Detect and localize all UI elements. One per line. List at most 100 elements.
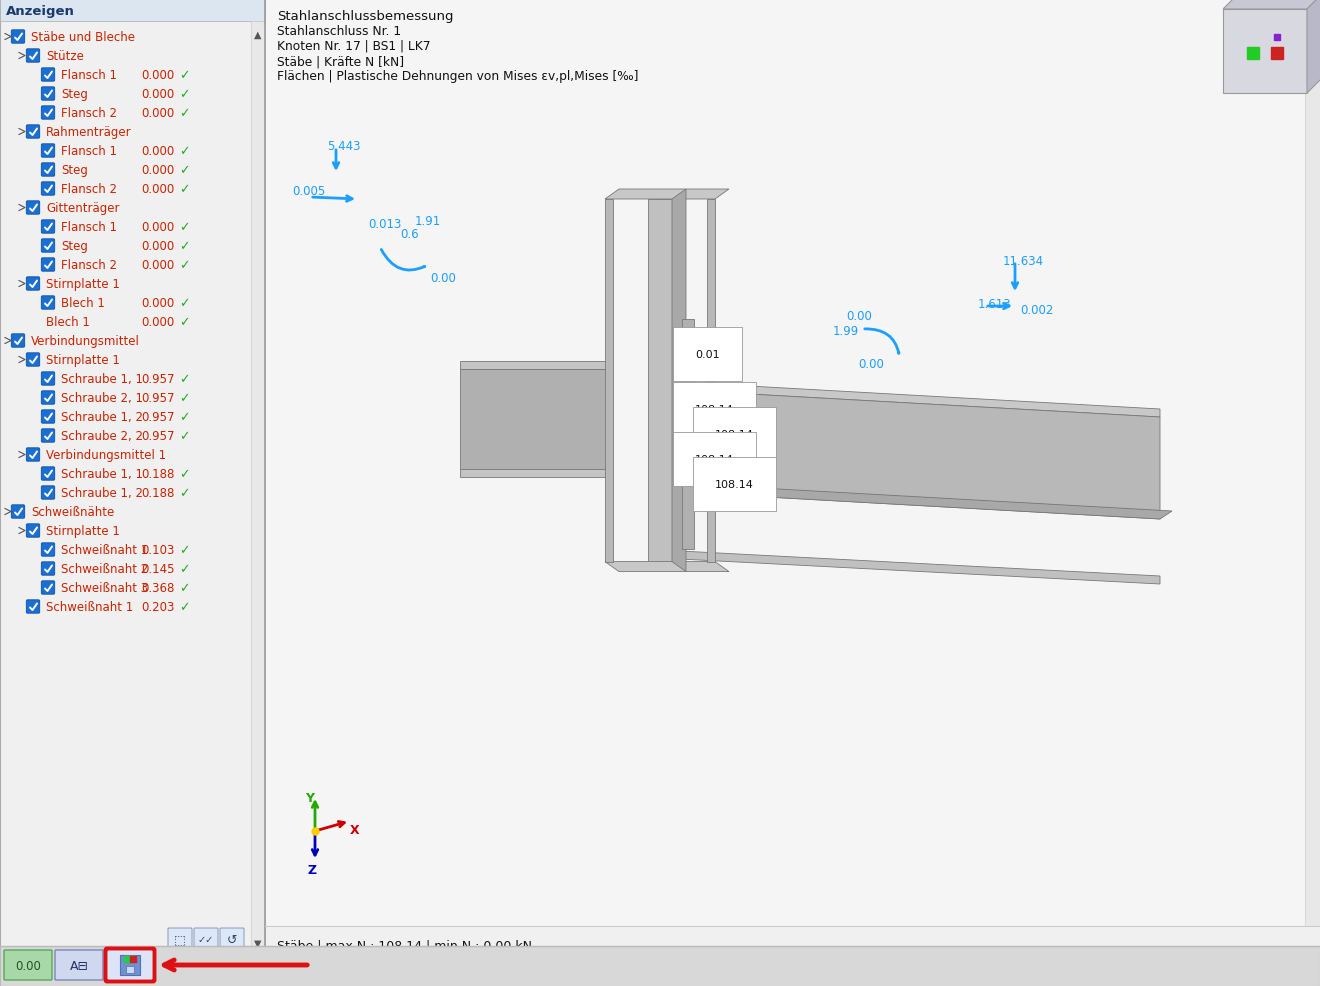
Polygon shape [459,370,607,469]
Text: Flansch 2: Flansch 2 [61,182,117,196]
Text: Stahlanschlussbemessung: Stahlanschlussbemessung [277,10,454,23]
FancyBboxPatch shape [220,928,244,951]
Text: Flä: Flä [1305,10,1320,20]
Polygon shape [605,200,612,562]
Text: Schraube 2, 1: Schraube 2, 1 [61,391,143,404]
Text: 108.14: 108.14 [696,404,734,414]
FancyBboxPatch shape [26,353,40,367]
Bar [124,955,136,962]
FancyBboxPatch shape [851,956,876,980]
FancyBboxPatch shape [168,928,191,951]
Text: Knoten Nr. 17 | BS1 | LK7: Knoten Nr. 17 | BS1 | LK7 [277,40,430,53]
Polygon shape [713,486,1160,520]
Text: 0.000: 0.000 [141,164,176,176]
Text: 0.957: 0.957 [141,373,176,386]
Text: Schraube 1, 1: Schraube 1, 1 [61,467,143,480]
FancyBboxPatch shape [55,951,103,980]
Text: 0.103: 0.103 [141,543,176,556]
Text: 1.91: 1.91 [414,215,441,228]
Text: 5.443: 5.443 [327,140,360,153]
Text: Schweißnaht 2: Schweißnaht 2 [61,562,148,576]
Text: ▼: ▼ [255,938,261,948]
Text: 1.99: 1.99 [833,324,859,337]
FancyArrowPatch shape [865,329,899,354]
Bar [251,22,265,951]
Text: Verbindungsmittel: Verbindungsmittel [30,334,140,348]
Polygon shape [459,469,607,477]
Text: 0.957: 0.957 [141,391,176,404]
Text: Schraube 1, 2: Schraube 1, 2 [61,486,143,500]
FancyBboxPatch shape [41,164,54,177]
Text: 0.000: 0.000 [141,106,176,120]
Text: A⊟: A⊟ [70,958,88,971]
FancyBboxPatch shape [26,201,40,215]
Text: Schweißnähte: Schweißnähte [30,506,115,519]
Text: 0.002: 0.002 [1020,304,1053,317]
Text: ✓: ✓ [180,258,190,272]
FancyBboxPatch shape [41,88,54,102]
Text: ⬚: ⬚ [174,933,186,946]
Text: Stäbe | Kräfte N [kN]: Stäbe | Kräfte N [kN] [277,55,404,68]
FancyBboxPatch shape [911,956,937,980]
Text: Stäbe und Bleche: Stäbe und Bleche [30,31,135,44]
Text: Z: Z [308,863,315,877]
Text: 0.000: 0.000 [141,258,176,272]
Text: 👁: 👁 [15,958,24,976]
FancyBboxPatch shape [194,928,218,951]
Text: 0.368: 0.368 [141,582,176,595]
Text: 0.000: 0.000 [141,145,176,158]
Text: 0.6: 0.6 [400,228,418,241]
Polygon shape [672,190,686,572]
Text: ✓: ✓ [180,145,190,158]
Text: Blech 1: Blech 1 [61,297,104,310]
FancyBboxPatch shape [12,505,25,519]
Polygon shape [713,392,1160,512]
FancyBboxPatch shape [41,297,54,310]
Text: 0.188: 0.188 [141,467,176,480]
Text: 0.000: 0.000 [141,316,176,328]
Text: Schraube 1, 2: Schraube 1, 2 [61,410,143,424]
Polygon shape [1224,0,1320,10]
Bar [265,0,1320,986]
Text: ↺: ↺ [227,933,238,946]
Polygon shape [682,319,694,549]
FancyBboxPatch shape [41,429,54,443]
Text: Anzeigen: Anzeigen [7,5,75,18]
FancyBboxPatch shape [825,956,851,980]
FancyBboxPatch shape [41,391,54,405]
Text: ✓: ✓ [180,600,190,613]
Text: Verbindungsmittel 1: Verbindungsmittel 1 [46,449,166,461]
Polygon shape [713,486,1172,520]
FancyBboxPatch shape [41,221,54,234]
Polygon shape [713,385,1160,418]
Text: ✓: ✓ [180,543,190,556]
Polygon shape [680,551,1160,585]
Text: ✓: ✓ [180,582,190,595]
FancyBboxPatch shape [41,145,54,158]
Polygon shape [605,562,729,572]
Text: ✓: ✓ [180,410,190,424]
Text: Flansch 1: Flansch 1 [61,69,117,82]
Text: ✓: ✓ [180,88,190,101]
FancyBboxPatch shape [41,258,54,272]
Polygon shape [1307,0,1320,94]
FancyBboxPatch shape [41,106,54,120]
Text: 0.000: 0.000 [141,182,176,196]
Text: 0.00: 0.00 [15,958,41,971]
FancyBboxPatch shape [26,125,40,139]
Text: Flansch 1: Flansch 1 [61,221,117,234]
Bar [40,951,95,984]
Text: ▲: ▲ [255,30,261,40]
Text: Schweißnaht 3: Schweißnaht 3 [61,582,148,595]
FancyBboxPatch shape [41,562,54,576]
Text: 0.000: 0.000 [141,297,176,310]
Text: Flansch 2: Flansch 2 [61,106,117,120]
Text: Steg: Steg [61,240,88,252]
Text: ✓: ✓ [180,182,190,196]
Text: Steg: Steg [61,164,88,176]
Text: Flansch 2: Flansch 2 [61,258,117,272]
FancyBboxPatch shape [41,467,54,481]
Text: 0.000: 0.000 [141,240,176,252]
Polygon shape [1224,10,1307,94]
FancyArrowPatch shape [381,250,425,271]
